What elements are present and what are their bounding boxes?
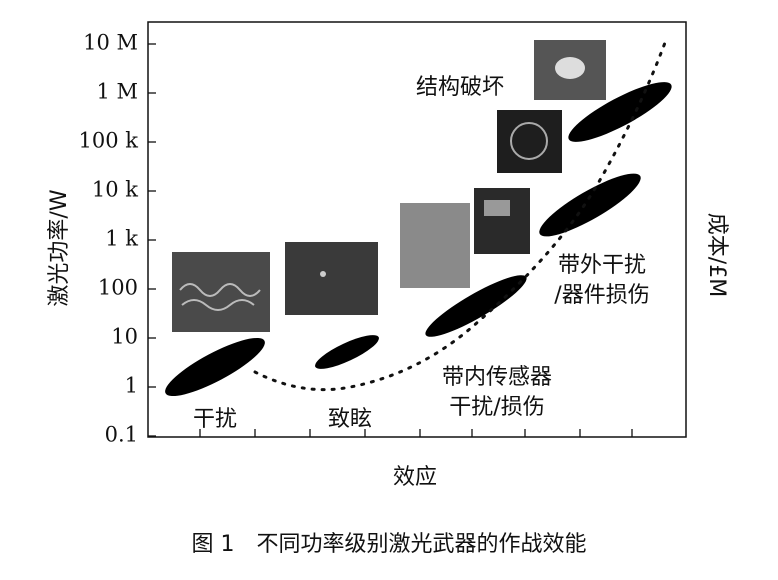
photo [474,188,530,254]
region-ellipse [315,335,379,369]
region-ellipse [539,173,641,237]
y-tick-label: 10 k [92,178,138,202]
regions [165,82,672,397]
y-tick-label: 1 M [96,80,138,104]
y-tick-label: 100 [98,276,138,300]
x-axis-label: 效应 [393,465,437,490]
x-ticks [199,429,633,437]
y-tick-label: 1 k [105,227,138,251]
region-label: /器件损伤 [554,283,649,308]
caption: 图 1 不同功率级别激光武器的作战效能 [192,532,587,557]
y-tick-label: 0.1 [105,423,138,447]
photo-detail [510,122,548,160]
photo-detail [555,57,585,79]
region-ellipse [165,337,265,397]
region-ellipse [568,82,672,142]
photo-detail [179,283,261,311]
y-axis-label: 激光功率/W [47,189,72,306]
y2-axis-label: 成本/£M [704,213,729,297]
region-label: 带内传感器 [442,365,552,390]
region-label: 结构破坏 [416,75,504,100]
photo [285,242,378,315]
photo [497,110,562,173]
plot-frame [147,21,687,438]
region-ellipse [425,275,527,337]
y-tick-label: 1 [125,374,138,398]
photos [172,40,606,332]
y-tick-label: 10 M [83,31,138,55]
y-tick-label: 10 [111,325,138,349]
region-label: 带外干扰 [558,253,646,278]
photo-detail [484,200,510,216]
photo-detail [320,271,326,277]
region-label: 干扰/损伤 [449,395,544,420]
y-tick-label: 100 k [79,129,139,153]
photo [400,203,470,288]
cost-curve [253,38,668,392]
photo [172,252,270,332]
region-label: 干扰 [193,407,237,432]
region-label: 致眩 [328,407,372,432]
